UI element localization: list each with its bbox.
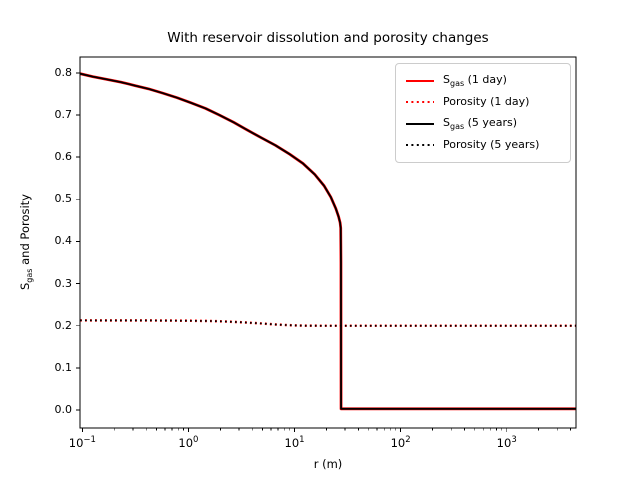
x-tick-base: 10 <box>178 435 194 450</box>
legend-label-pre: S <box>443 116 450 130</box>
y-axis-label: Sgas and Porosity <box>18 194 34 290</box>
axes-spines <box>79 56 577 429</box>
legend-label-sub: gas <box>449 79 465 89</box>
x-tick-exponent: 1 <box>299 435 305 445</box>
legend-item-label: Porosity (1 day) <box>443 95 529 110</box>
y-tick-label: 0.0 <box>54 403 73 417</box>
x-tick-label: 101 <box>265 435 325 450</box>
legend-line-sample <box>406 122 434 125</box>
legend-item-label: Sgas (5 years) <box>443 116 517 131</box>
legend-item: Sgas (1 day) <box>405 70 561 91</box>
y-axis-label-pre: S <box>17 282 32 290</box>
legend-item-label: Porosity (5 years) <box>443 138 539 153</box>
x-tick-exponent: 2 <box>405 435 411 445</box>
x-tick-label: 102 <box>371 435 431 450</box>
y-tick-label: 0.4 <box>54 234 73 248</box>
x-tick-label: 10−1 <box>52 435 112 450</box>
legend-label-pre: Porosity (1 day) <box>443 94 530 108</box>
y-tick-label: 0.3 <box>54 276 73 290</box>
y-tick-label: 0.1 <box>54 360 73 374</box>
legend-label-sub: gas <box>449 122 465 132</box>
series-sgas-5-years- <box>80 72 576 410</box>
x-tick-base: 10 <box>496 435 512 450</box>
x-tick-exponent: −1 <box>83 435 96 445</box>
x-tick-base: 10 <box>68 435 84 450</box>
legend-label-post: (1 day) <box>464 73 507 87</box>
series-porosity-1-day- <box>80 319 576 328</box>
series-porosity-5-years- <box>80 319 576 327</box>
legend-item: Porosity (1 day) <box>405 92 561 113</box>
x-tick-label: 100 <box>158 435 218 450</box>
legend-item-label: Sgas (1 day) <box>443 73 507 88</box>
y-axis-label-post: and Porosity <box>17 194 32 269</box>
legend-label-pre: Porosity (5 years) <box>443 137 540 151</box>
chart-title: With reservoir dissolution and porosity … <box>167 30 489 46</box>
legend-label-post: (5 years) <box>464 116 517 130</box>
x-tick-exponent: 0 <box>193 435 199 445</box>
legend-item: Porosity (5 years) <box>405 135 561 156</box>
y-tick-label: 0.8 <box>54 65 73 79</box>
legend-item: Sgas (5 years) <box>405 113 561 134</box>
y-tick-label: 0.2 <box>54 318 73 332</box>
y-tick-label: 0.5 <box>54 192 73 206</box>
y-tick-label: 0.7 <box>54 107 73 121</box>
legend-line-sample <box>406 79 434 82</box>
x-tick-base: 10 <box>284 435 300 450</box>
legend-label-pre: S <box>443 73 450 87</box>
legend-dotted-sample <box>406 144 434 147</box>
y-axis-label-sub: gas <box>25 268 35 283</box>
x-tick-label: 103 <box>477 435 537 450</box>
legend: Sgas (1 day) Porosity (1 day) Sgas (5 year… <box>395 63 571 163</box>
legend-dotted-sample <box>406 101 434 104</box>
x-tick-base: 10 <box>390 435 406 450</box>
y-tick-label: 0.6 <box>54 150 73 164</box>
x-tick-exponent: 3 <box>511 435 517 445</box>
x-axis-label: r (m) <box>313 457 343 471</box>
